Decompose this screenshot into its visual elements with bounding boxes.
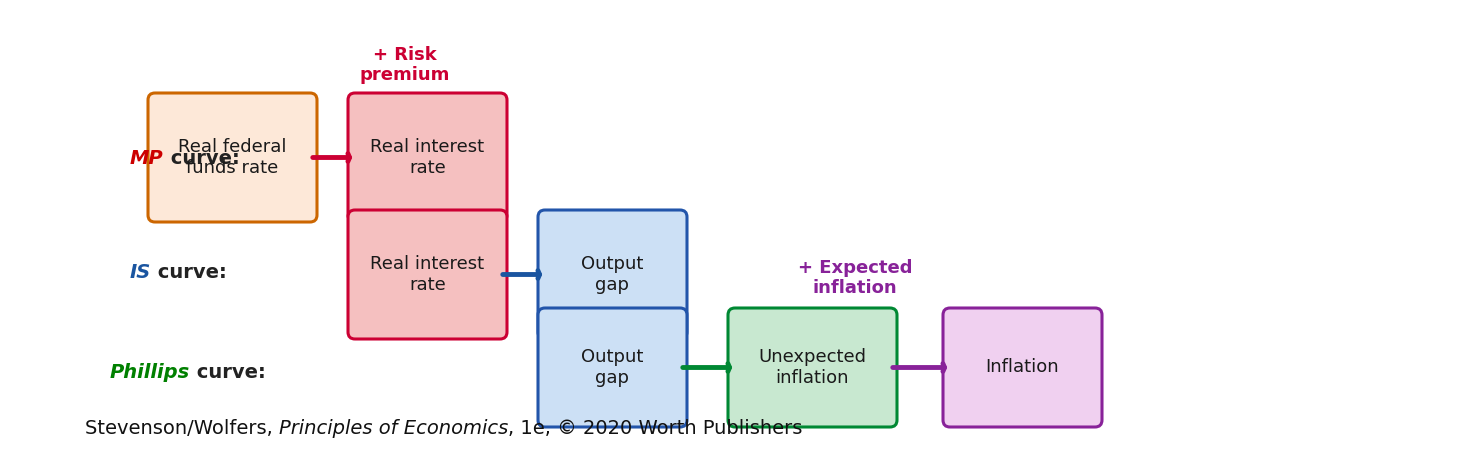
Text: Real interest
rate: Real interest rate [370,138,485,177]
Text: curve:: curve: [190,363,266,382]
Text: + Risk
premium: + Risk premium [360,45,451,85]
Text: IS: IS [130,262,151,282]
Text: + Expected
inflation: + Expected inflation [798,259,912,297]
FancyBboxPatch shape [537,210,687,339]
FancyBboxPatch shape [148,93,318,222]
Text: Real federal
funds rate: Real federal funds rate [179,138,287,177]
FancyBboxPatch shape [537,308,687,427]
FancyBboxPatch shape [348,93,507,222]
Text: Output
gap: Output gap [581,348,644,387]
Text: Principles of Economics: Principles of Economics [280,419,508,438]
Text: curve:: curve: [151,262,227,282]
Text: MP: MP [130,148,164,167]
Text: Real interest
rate: Real interest rate [370,255,485,294]
Text: Phillips: Phillips [110,363,190,382]
Text: curve:: curve: [164,148,240,167]
Text: Inflation: Inflation [985,359,1060,377]
Text: Stevenson/Wolfers,: Stevenson/Wolfers, [85,419,280,438]
FancyBboxPatch shape [728,308,897,427]
Text: , 1e, © 2020 Worth Publishers: , 1e, © 2020 Worth Publishers [508,419,802,438]
Text: Unexpected
inflation: Unexpected inflation [758,348,867,387]
Text: Output
gap: Output gap [581,255,644,294]
FancyBboxPatch shape [943,308,1102,427]
FancyBboxPatch shape [348,210,507,339]
